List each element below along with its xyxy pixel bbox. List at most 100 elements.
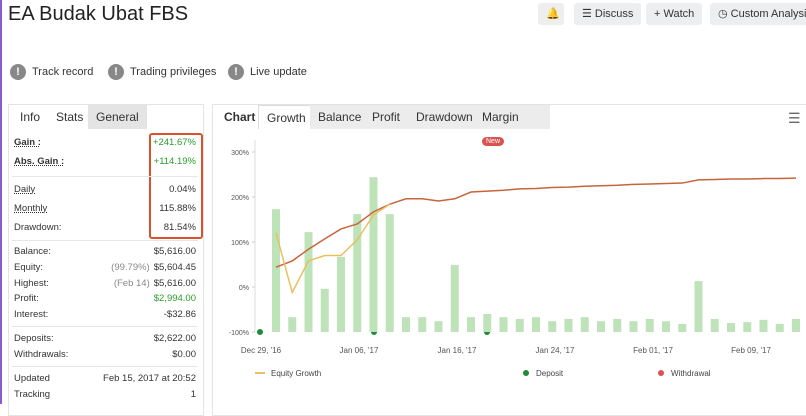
- bar: [483, 314, 492, 332]
- stat-value: $2,994.00: [153, 293, 196, 304]
- x-tick-label: Dec 29, '16: [241, 346, 282, 355]
- badge[interactable]: ! Live update: [228, 62, 307, 82]
- separator: [12, 366, 198, 367]
- line-series: [275, 203, 391, 295]
- stat-row: Deposits: $2,622.00: [14, 332, 196, 346]
- stat-value: 81.54%: [163, 222, 196, 233]
- stat-label: Tracking: [14, 389, 51, 400]
- y-tick-label: 0%: [239, 285, 249, 292]
- stats-panel: [8, 104, 204, 416]
- stat-value: +114.19%: [153, 156, 196, 167]
- tab[interactable]: Profit: [364, 105, 409, 129]
- stat-label: Profit:: [14, 293, 39, 304]
- legend-label: Withdrawal: [671, 369, 711, 378]
- stat-label: Deposits:: [14, 333, 54, 344]
- stat-row: Balance: $5,616.00: [14, 245, 196, 259]
- stat-label: Withdrawals:: [14, 349, 69, 360]
- stat-label: Abs. Gain :: [14, 156, 65, 167]
- bar: [353, 214, 362, 332]
- tab[interactable]: Growth: [258, 105, 315, 129]
- stat-value: $5,616.00: [153, 246, 196, 257]
- new-badge: New: [482, 137, 505, 146]
- badge[interactable]: ! Trading privileges: [108, 62, 216, 82]
- tab[interactable]: Margin New: [474, 105, 550, 146]
- tab[interactable]: Stats: [56, 110, 84, 124]
- stat-note: (Feb 14): [113, 278, 150, 289]
- x-tick-label: Feb 01, '17: [633, 346, 673, 355]
- settings-icon[interactable]: ☰: [788, 110, 801, 126]
- bar: [613, 318, 622, 332]
- stat-label: Drawdown:: [14, 222, 62, 233]
- button-label: Watch: [663, 8, 695, 20]
- badge-label: Live update: [250, 66, 307, 78]
- stat-row: Gain : +241.67%: [14, 136, 196, 150]
- separator: [12, 326, 198, 327]
- tab[interactable]: Balance: [310, 105, 370, 129]
- y-tick-label: 200%: [231, 195, 249, 202]
- legend-label: Equity Growth: [271, 369, 321, 378]
- bar: [564, 318, 573, 332]
- bar: [532, 317, 540, 332]
- bar: [678, 323, 687, 332]
- stat-row: Drawdown: 81.54%: [14, 221, 196, 235]
- tab[interactable]: Drawdown: [408, 105, 481, 129]
- stat-row: Profit: $2,994.00: [14, 292, 196, 306]
- separator: [12, 176, 198, 177]
- y-tick-label: 100%: [231, 240, 249, 247]
- stat-row: Withdrawals: $0.00: [14, 348, 196, 362]
- stat-value: $2,622.00: [153, 333, 196, 344]
- bar: [320, 288, 329, 332]
- stat-value: 1: [190, 389, 196, 400]
- stat-row: Daily 0.04%: [14, 183, 196, 197]
- x-tick-label: Jan 16, '17: [438, 346, 477, 355]
- bar: [743, 322, 752, 332]
- bar: [580, 317, 589, 332]
- x-tick-label: Jan 06, '17: [340, 346, 379, 355]
- bar: [288, 317, 297, 332]
- stat-label: Gain :: [14, 137, 41, 148]
- custom-analysis-button[interactable]: ◷ Custom Analysis: [710, 3, 806, 25]
- bar: [645, 318, 654, 332]
- stat-row: Updated Feb 15, 2017 at 20:52: [14, 372, 196, 386]
- stat-label: Interest:: [14, 309, 49, 320]
- badge-label: Trading privileges: [130, 66, 217, 78]
- stat-row: Tracking 1: [14, 388, 196, 402]
- deposit-marker: [257, 329, 263, 335]
- stat-value: 0.04%: [169, 184, 196, 195]
- discuss-button[interactable]: ☰ Discuss: [574, 3, 642, 25]
- stat-row: Monthly 115.88%: [14, 202, 196, 216]
- button-label: Custom Analysis: [730, 8, 806, 20]
- stat-label: Updated: [14, 373, 50, 384]
- bar: [759, 319, 768, 332]
- bar: [304, 232, 313, 332]
- y-tick-label: 300%: [231, 150, 249, 157]
- bar: [710, 318, 719, 332]
- stat-label: Equity:: [14, 262, 44, 273]
- x-tick-label: Jan 24, '17: [536, 346, 575, 355]
- bar: [467, 317, 475, 332]
- badge[interactable]: ! Track record: [10, 62, 93, 82]
- button-label: Discuss: [594, 8, 634, 20]
- y-tick-label: -100%: [229, 330, 249, 337]
- stat-note: (99.79%): [111, 262, 150, 273]
- stat-value: Feb 15, 2017 at 20:52: [103, 373, 196, 384]
- stat-label: Daily: [14, 184, 36, 195]
- bar: [434, 321, 443, 332]
- bar: [629, 321, 638, 332]
- tab[interactable]: Chart: [224, 110, 256, 124]
- chart: 300% 200% 100% 0% -100% Dec 29, '16 Jan 06, '1…: [229, 140, 800, 378]
- bar: [418, 317, 427, 332]
- stat-row: Abs. Gain : +114.19%: [14, 155, 196, 169]
- watch-button[interactable]: + Watch: [646, 3, 703, 25]
- tab[interactable]: Info: [20, 110, 41, 124]
- tab[interactable]: General: [88, 105, 147, 129]
- stat-value: $0.00: [172, 349, 196, 360]
- bar: [337, 256, 345, 332]
- left-border: [0, 0, 2, 404]
- bar: [450, 264, 459, 332]
- stat-label: Monthly: [14, 203, 48, 214]
- notify-button[interactable]: 🔔: [538, 3, 564, 25]
- page-title: EA Budak Ubat FBS: [8, 3, 189, 25]
- bar: [385, 214, 394, 332]
